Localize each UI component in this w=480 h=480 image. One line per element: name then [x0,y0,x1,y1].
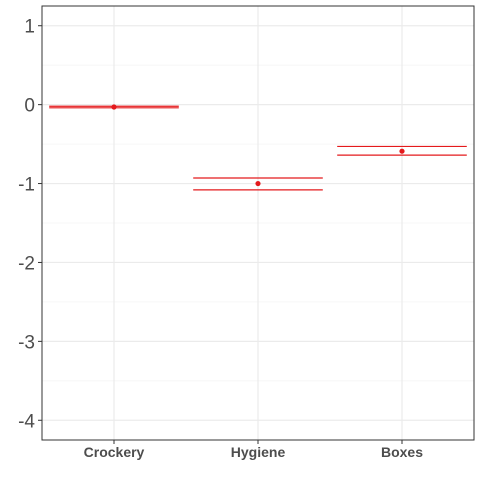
y-tick-label: 1 [24,17,35,38]
y-tick-label: -2 [18,253,35,274]
y-tick-label: -3 [18,332,35,353]
y-tick-label: -4 [18,411,35,432]
data-point-boxes [399,148,405,154]
x-axis: Crockery Hygiene Boxes [84,440,423,460]
y-tick-label: 0 [24,96,35,117]
data-point-crockery [111,104,117,110]
data-point-hygiene [255,180,261,187]
x-tick-label-hygiene: Hygiene [231,444,286,460]
major-gridlines [42,6,474,440]
x-tick-label-boxes: Boxes [381,444,423,460]
data-points [111,104,405,187]
y-axis: 1 0 -1 -2 -3 -4 [18,17,42,432]
y-tick-label: -1 [18,175,35,196]
x-tick-label-crockery: Crockery [84,444,145,460]
